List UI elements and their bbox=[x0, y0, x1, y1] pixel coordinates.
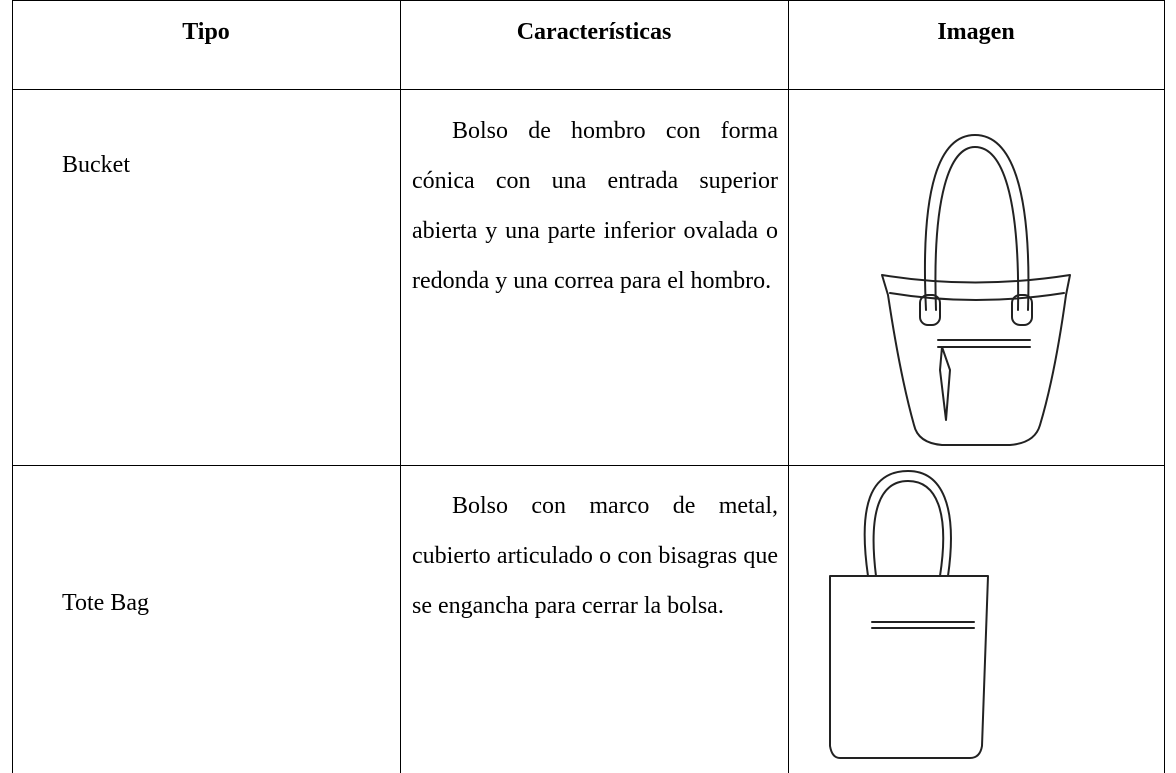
type-cell: Bucket bbox=[62, 152, 130, 178]
table-border bbox=[12, 0, 1165, 1]
column-border bbox=[1164, 0, 1165, 773]
header-cell: Tipo bbox=[182, 19, 230, 45]
description-cell: Bolso con marco de metal, cubierto artic… bbox=[412, 493, 778, 619]
bucket-bag-image bbox=[881, 134, 1071, 446]
column-border bbox=[788, 0, 789, 773]
tote-bag-image bbox=[829, 470, 989, 759]
type-cell: Tote Bag bbox=[62, 590, 149, 616]
column-border bbox=[400, 0, 401, 773]
header-cell: Características bbox=[516, 19, 672, 45]
header-cell: Imagen bbox=[937, 19, 1015, 45]
column-border bbox=[12, 0, 13, 773]
description-cell: Bolso de hombro con forma cónica con una… bbox=[412, 118, 778, 294]
row-border bbox=[12, 89, 1165, 90]
row-border bbox=[12, 465, 1165, 466]
